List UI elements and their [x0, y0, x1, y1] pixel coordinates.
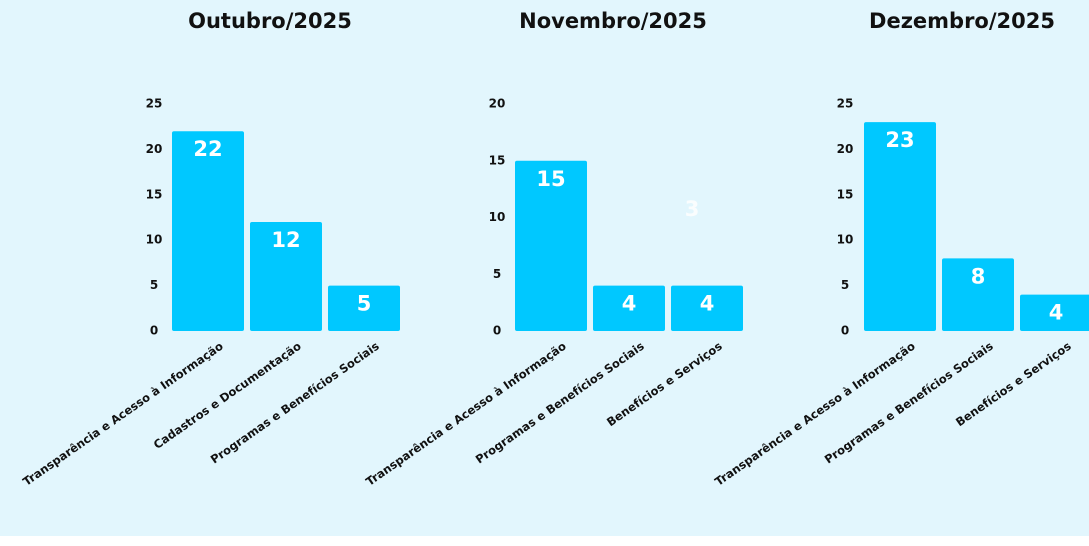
- y-tick-label: 15: [837, 187, 854, 201]
- y-tick-label: 15: [489, 153, 506, 167]
- bar: [864, 122, 936, 331]
- bar: [671, 285, 743, 331]
- value-label: 23: [885, 128, 914, 152]
- value-label: 5: [357, 292, 372, 316]
- value-label: 8: [971, 264, 986, 288]
- y-tick-label: 10: [146, 233, 163, 247]
- bar: [942, 258, 1014, 331]
- y-tick-label: 0: [493, 324, 501, 338]
- y-tick-label: 20: [146, 142, 163, 156]
- y-tick-label: 20: [837, 142, 854, 156]
- value-label: 15: [536, 167, 565, 191]
- y-tick-label: 10: [489, 210, 506, 224]
- chart-title: Novembro/2025: [519, 9, 707, 33]
- chart-title: Dezembro/2025: [869, 9, 1055, 33]
- y-tick-label: 5: [493, 267, 501, 281]
- value-label: 22: [193, 137, 222, 161]
- y-tick-label: 25: [837, 97, 854, 111]
- y-tick-label: 20: [489, 97, 506, 111]
- value-label: 4: [1049, 301, 1064, 325]
- value-label: 12: [271, 228, 300, 252]
- y-tick-label: 5: [841, 278, 849, 292]
- value-label: 4: [622, 292, 637, 316]
- y-tick-label: 5: [150, 278, 158, 292]
- value-label: 4: [700, 292, 715, 316]
- annotation: 3: [685, 197, 700, 221]
- bar: [515, 160, 587, 331]
- bar: [593, 285, 665, 331]
- y-tick-label: 15: [146, 187, 163, 201]
- bar: [250, 222, 322, 331]
- y-tick-label: 0: [841, 324, 849, 338]
- bar: [328, 285, 400, 331]
- chart-title: Outubro/2025: [188, 9, 352, 33]
- bar: [1020, 294, 1089, 331]
- y-tick-label: 0: [150, 324, 158, 338]
- y-tick-label: 10: [837, 233, 854, 247]
- bar: [172, 131, 244, 331]
- y-tick-label: 25: [146, 97, 163, 111]
